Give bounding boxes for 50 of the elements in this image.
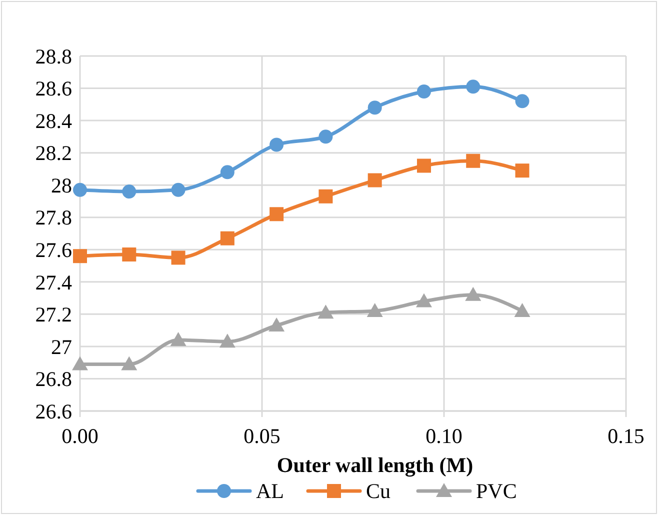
y-tick-label: 27 xyxy=(51,334,72,359)
y-tick-label: 27.4 xyxy=(35,270,72,294)
point xyxy=(318,130,333,144)
point xyxy=(121,356,138,370)
y-tick-label: 28.4 xyxy=(35,108,72,133)
point xyxy=(318,304,334,319)
point xyxy=(270,138,284,152)
point xyxy=(268,317,285,332)
point xyxy=(416,84,431,98)
point xyxy=(171,250,186,265)
y-tick-label: 28.8 xyxy=(35,44,72,68)
y-tick-label: 28 xyxy=(51,173,72,198)
x-tick-label: 0.10 xyxy=(426,424,462,448)
point xyxy=(72,356,88,370)
point xyxy=(416,293,432,308)
point xyxy=(515,164,530,178)
point xyxy=(73,249,87,264)
y-tick-label: 26.8 xyxy=(35,367,72,392)
point xyxy=(122,184,136,199)
point xyxy=(368,173,382,188)
y-tick-label: 26.6 xyxy=(35,399,72,424)
point xyxy=(220,231,234,246)
x-tick-label: 0.15 xyxy=(608,424,644,448)
point xyxy=(368,100,382,115)
point xyxy=(73,182,87,197)
legend-label: Cu xyxy=(366,479,392,503)
y-tick-label: 28.2 xyxy=(35,141,72,166)
y-tick-label: 27.2 xyxy=(35,302,72,327)
point xyxy=(270,207,284,222)
point xyxy=(170,332,186,346)
legend-label: PVC xyxy=(476,479,517,503)
point xyxy=(466,80,480,94)
point xyxy=(465,286,482,301)
legend-label: AL xyxy=(256,479,284,503)
point xyxy=(219,334,236,348)
point xyxy=(514,302,530,317)
point xyxy=(318,189,333,204)
point xyxy=(220,165,234,180)
point xyxy=(466,154,480,168)
x-tick-label: 0.05 xyxy=(244,424,280,448)
x-axis-title: Outer wall length (M) xyxy=(276,453,474,477)
point xyxy=(515,94,530,108)
x-tick-label: 0.00 xyxy=(62,424,98,448)
point xyxy=(122,247,136,262)
point xyxy=(366,302,383,317)
point xyxy=(416,158,431,173)
y-tick-label: 28.6 xyxy=(35,76,72,101)
y-tick-label: 27.8 xyxy=(35,206,72,230)
y-tick-label: 27.6 xyxy=(35,238,72,262)
point xyxy=(171,182,186,197)
